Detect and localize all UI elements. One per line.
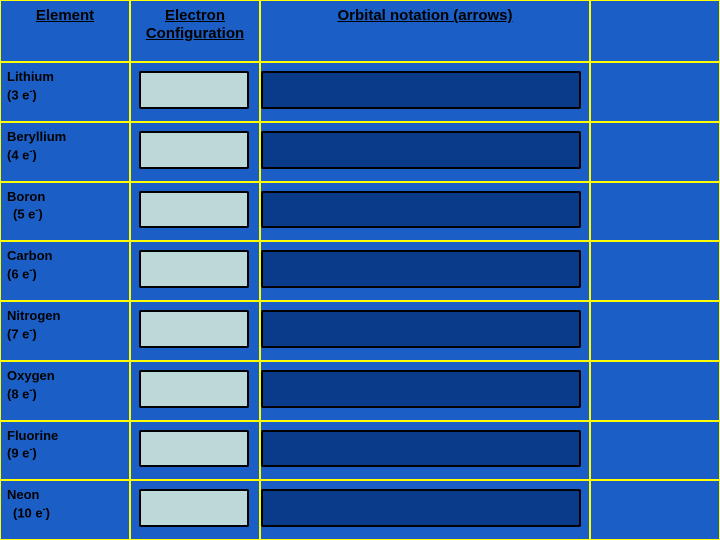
config-cell (130, 62, 260, 122)
element-count-label: (9 e-) (7, 444, 123, 462)
trailing-cell (590, 182, 720, 242)
config-cell (130, 182, 260, 242)
orbital-box (261, 489, 581, 527)
header-config-label: Electron Configuration (137, 7, 253, 43)
element-count-label: (8 e-) (7, 385, 123, 403)
orbital-box (261, 71, 581, 109)
header-element: Element (0, 0, 130, 62)
config-cell (130, 480, 260, 540)
orbital-cell (260, 122, 590, 182)
element-count-label: (6 e-) (7, 265, 123, 283)
header-orbital-label: Orbital notation (arrows) (337, 7, 512, 25)
config-box (139, 71, 249, 109)
element-name-label: Fluorine (7, 428, 123, 445)
element-cell: Neon(10 e-) (0, 480, 130, 540)
config-cell (130, 122, 260, 182)
config-cell (130, 361, 260, 421)
trailing-cell (590, 421, 720, 481)
header-blank (590, 0, 720, 62)
element-count-label: (5 e-) (7, 205, 123, 223)
element-count-label: (7 e-) (7, 325, 123, 343)
orbital-box (261, 191, 581, 229)
electron-config-table: Element Electron Configuration Orbital n… (0, 0, 720, 540)
element-name-label: Boron (7, 189, 123, 206)
element-cell: Beryllium(4 e-) (0, 122, 130, 182)
config-box (139, 250, 249, 288)
orbital-box (261, 250, 581, 288)
element-name-label: Nitrogen (7, 308, 123, 325)
config-cell (130, 421, 260, 481)
config-box (139, 131, 249, 169)
orbital-cell (260, 241, 590, 301)
config-box (139, 310, 249, 348)
trailing-cell (590, 62, 720, 122)
element-count-label: (10 e-) (7, 504, 123, 522)
element-cell: Boron(5 e-) (0, 182, 130, 242)
header-orbital: Orbital notation (arrows) (260, 0, 590, 62)
config-cell (130, 241, 260, 301)
trailing-cell (590, 241, 720, 301)
orbital-box (261, 310, 581, 348)
orbital-cell (260, 182, 590, 242)
trailing-cell (590, 361, 720, 421)
header-config: Electron Configuration (130, 0, 260, 62)
trailing-cell (590, 301, 720, 361)
element-name-label: Lithium (7, 69, 123, 86)
trailing-cell (590, 122, 720, 182)
orbital-box (261, 370, 581, 408)
config-box (139, 430, 249, 468)
orbital-cell (260, 421, 590, 481)
element-name-label: Beryllium (7, 129, 123, 146)
element-cell: Fluorine(9 e-) (0, 421, 130, 481)
orbital-box (261, 131, 581, 169)
config-box (139, 370, 249, 408)
orbital-cell (260, 361, 590, 421)
orbital-cell (260, 62, 590, 122)
element-cell: Lithium(3 e-) (0, 62, 130, 122)
config-box (139, 191, 249, 229)
element-count-label: (3 e-) (7, 86, 123, 104)
element-name-label: Neon (7, 487, 123, 504)
orbital-box (261, 430, 581, 468)
element-cell: Nitrogen(7 e-) (0, 301, 130, 361)
orbital-cell (260, 480, 590, 540)
config-cell (130, 301, 260, 361)
element-count-label: (4 e-) (7, 146, 123, 164)
trailing-cell (590, 480, 720, 540)
header-element-label: Element (36, 7, 94, 25)
element-name-label: Carbon (7, 248, 123, 265)
element-cell: Oxygen(8 e-) (0, 361, 130, 421)
config-box (139, 489, 249, 527)
orbital-cell (260, 301, 590, 361)
element-cell: Carbon(6 e-) (0, 241, 130, 301)
element-name-label: Oxygen (7, 368, 123, 385)
